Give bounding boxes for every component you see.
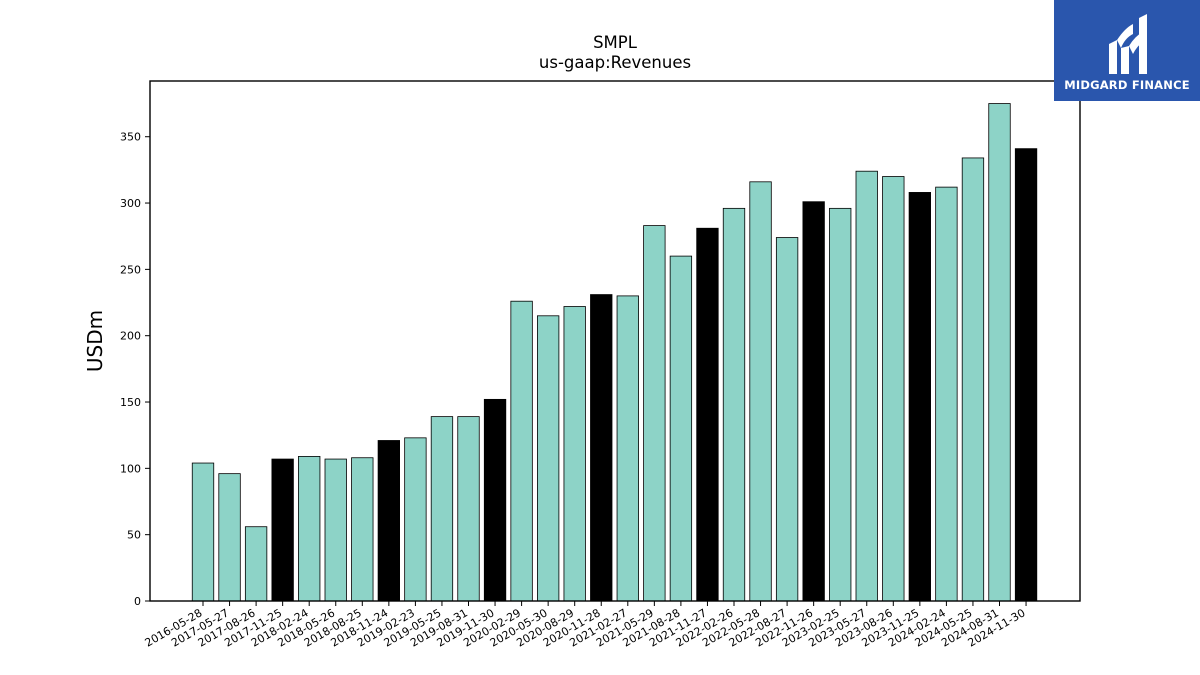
bar bbox=[430, 416, 454, 602]
bar bbox=[669, 255, 693, 602]
y-tick-label: 100 bbox=[120, 462, 141, 475]
bar bbox=[988, 103, 1011, 602]
bar bbox=[829, 207, 852, 602]
logo-text: MIDGARD FINANCE bbox=[1064, 77, 1190, 92]
bar bbox=[483, 398, 507, 602]
bar bbox=[908, 192, 931, 602]
bar bbox=[271, 458, 294, 602]
bar-series bbox=[191, 103, 1038, 602]
chart-title: SMPL bbox=[593, 33, 638, 52]
y-tick-label: 250 bbox=[120, 263, 141, 276]
bar bbox=[324, 458, 347, 602]
bar bbox=[377, 440, 401, 602]
bar bbox=[802, 201, 825, 602]
y-tick-label: 300 bbox=[120, 197, 141, 210]
bar bbox=[722, 207, 746, 602]
bar bbox=[643, 225, 666, 602]
x-axis-ticks: 2016-05-282017-05-272017-08-262017-11-25… bbox=[143, 601, 1028, 650]
y-axis-ticks: 0 50 100 150 200 250 300 350 bbox=[120, 131, 150, 608]
midgard-finance-logo: MIDGARD FINANCE bbox=[1054, 0, 1200, 101]
y-tick-label: 50 bbox=[127, 529, 141, 542]
chart-subtitle: us-gaap:Revenues bbox=[539, 53, 691, 72]
bar bbox=[298, 456, 321, 602]
bar bbox=[1014, 148, 1038, 602]
bar bbox=[244, 526, 268, 602]
bar bbox=[855, 170, 878, 602]
bar bbox=[749, 181, 772, 602]
midgard-logo-icon bbox=[1109, 13, 1147, 74]
bar bbox=[457, 416, 480, 602]
bar bbox=[775, 237, 799, 602]
y-tick-label: 150 bbox=[120, 396, 141, 409]
bar bbox=[510, 300, 533, 602]
y-tick-label: 0 bbox=[134, 595, 141, 608]
plot-frame bbox=[149, 80, 1081, 602]
bar bbox=[351, 457, 374, 602]
bar bbox=[590, 294, 613, 602]
bar bbox=[563, 306, 586, 602]
y-tick-label: 200 bbox=[120, 330, 141, 343]
bar bbox=[961, 157, 985, 602]
bar bbox=[404, 437, 427, 602]
bar bbox=[882, 176, 905, 602]
bar bbox=[537, 315, 560, 602]
bar bbox=[616, 295, 639, 602]
bar bbox=[191, 462, 215, 602]
bar bbox=[935, 186, 958, 602]
y-tick-label: 350 bbox=[120, 131, 141, 144]
bar bbox=[218, 473, 241, 602]
y-axis-label: USDm bbox=[83, 310, 107, 372]
bar bbox=[696, 227, 719, 602]
